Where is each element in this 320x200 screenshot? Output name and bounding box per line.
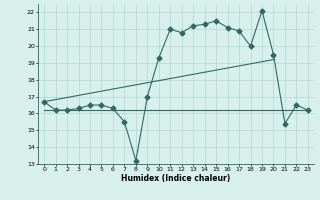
X-axis label: Humidex (Indice chaleur): Humidex (Indice chaleur) — [121, 174, 231, 183]
